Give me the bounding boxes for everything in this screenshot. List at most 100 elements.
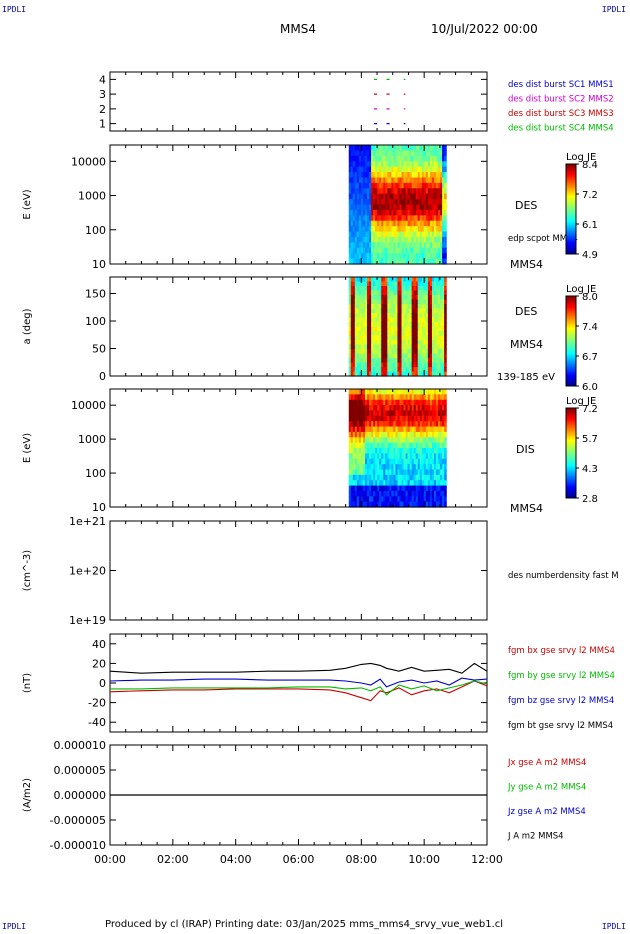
spectrogram-cell <box>421 490 425 497</box>
spectrogram-cell <box>393 313 397 319</box>
spectrogram-cell <box>395 215 399 222</box>
spectrogram-cell <box>375 317 378 323</box>
spectrogram-cell <box>395 177 399 184</box>
spectrogram-cell <box>417 277 421 283</box>
spectrogram-cell <box>431 458 435 465</box>
spectrogram-cell <box>399 182 403 189</box>
y-tick-label-1-0: 10000 <box>71 155 106 168</box>
legend-field-3: fgm bt gse srvy l2 MMS4 <box>508 721 613 731</box>
spectrogram-cell <box>438 480 441 487</box>
spectrogram-cell <box>413 371 417 377</box>
spectrogram-cell <box>397 199 401 206</box>
spectrogram-cell <box>405 258 409 265</box>
spectrogram-cell <box>429 226 433 233</box>
spectrogram-cell <box>423 389 427 395</box>
spectrogram-cell <box>413 286 417 292</box>
spectrogram-cell <box>425 231 429 238</box>
colorbar-tick-label-3-2: 4.3 <box>582 464 598 475</box>
spectrogram-cell <box>436 394 439 401</box>
spectrogram-cell <box>442 322 445 328</box>
spectrogram-cell <box>427 253 431 260</box>
spectrogram-cell <box>415 290 419 296</box>
spectrogram-cell <box>433 358 437 364</box>
spectrogram-cell <box>383 236 386 243</box>
spectrogram-cell <box>352 177 356 184</box>
spectrogram-cell <box>369 389 372 395</box>
spectrogram-cell <box>391 394 395 401</box>
spectrogram-cell <box>411 226 415 233</box>
spectrogram-cell <box>348 485 352 492</box>
spectrogram-cell <box>409 290 413 296</box>
spectrogram-cell <box>401 501 405 508</box>
spectrogram-cell <box>350 209 354 216</box>
spectrogram-cell <box>356 313 360 319</box>
spectrogram-cell <box>397 353 401 359</box>
spectrogram-cell <box>375 209 378 216</box>
spectrogram-cell <box>419 145 423 152</box>
spectrogram-cell <box>438 145 441 152</box>
spectrogram-cell <box>367 501 370 508</box>
spectrogram-cell <box>397 220 401 227</box>
spectrogram-cell <box>397 335 401 341</box>
spectrogram-cell <box>397 474 401 481</box>
spectrogram-cell <box>413 405 417 412</box>
spectrogram-cell <box>367 394 370 401</box>
spectrogram-cell <box>371 389 374 395</box>
spectrogram-cell <box>387 362 390 368</box>
spectrogram-cell <box>369 290 372 296</box>
spectrogram-cell <box>395 371 399 377</box>
spectrogram-cell <box>421 258 425 265</box>
spectrogram-cell <box>371 253 374 260</box>
spectrogram-cell <box>381 172 384 179</box>
spectrogram-cell <box>371 277 374 283</box>
spectrogram-cell <box>360 405 364 412</box>
spectrogram-cell <box>393 431 397 438</box>
spectrogram-cell <box>377 453 380 460</box>
spectrogram-cell <box>399 490 403 497</box>
spectrogram-cell <box>417 480 421 487</box>
spectrogram-cell <box>352 394 356 401</box>
spectrogram-cell <box>421 331 425 337</box>
panel-frame-0 <box>109 71 488 132</box>
spectrogram-cell <box>367 308 370 314</box>
spectrogram-cell <box>399 335 403 341</box>
spectrogram-cell <box>352 399 356 406</box>
spectrogram-cell <box>381 220 384 227</box>
spectrogram-cell <box>438 317 441 323</box>
spectrogram-cell <box>389 299 392 305</box>
spectrogram-cell <box>356 501 360 508</box>
spectrogram-cell <box>348 344 352 350</box>
spectrogram-cell <box>371 204 374 211</box>
spectrogram-cell <box>429 247 433 254</box>
spectrogram-cell <box>436 415 439 422</box>
spectrogram-cell <box>431 469 435 476</box>
spacecraft-title: MMS4 <box>280 22 316 36</box>
spectrogram-cell <box>399 421 403 428</box>
spectrogram-cell <box>348 480 352 487</box>
spectrogram-cell <box>348 247 352 254</box>
spectrogram-cell <box>429 344 433 350</box>
spectrogram-cell <box>409 231 413 238</box>
spectrogram-cell <box>393 322 397 328</box>
spectrogram-cell <box>425 204 429 211</box>
spectrogram-cell <box>423 474 427 481</box>
spectrogram-cell <box>407 172 411 179</box>
spectrogram-cell <box>409 281 413 287</box>
spectrogram-cell <box>367 182 370 189</box>
spectrogram-cell <box>379 226 382 233</box>
y-tick-label-1-2: 100 <box>85 224 106 237</box>
spectrogram-cell <box>444 331 447 337</box>
spectrogram-cell <box>362 308 366 314</box>
spectrogram-cell <box>367 448 370 454</box>
spectrogram-cell <box>354 172 358 179</box>
spectrogram-cell <box>381 371 384 377</box>
spectrogram-cell <box>391 490 395 497</box>
spectrogram-cell <box>354 322 358 328</box>
spectrogram-cell <box>417 353 421 359</box>
spectrogram-cell <box>415 442 419 449</box>
spectrogram-cell <box>417 437 421 444</box>
spectrogram-cell <box>367 442 370 449</box>
spectrogram-cell <box>360 220 364 227</box>
spectrogram-cell <box>403 258 407 265</box>
spectrogram-cell <box>387 415 390 422</box>
